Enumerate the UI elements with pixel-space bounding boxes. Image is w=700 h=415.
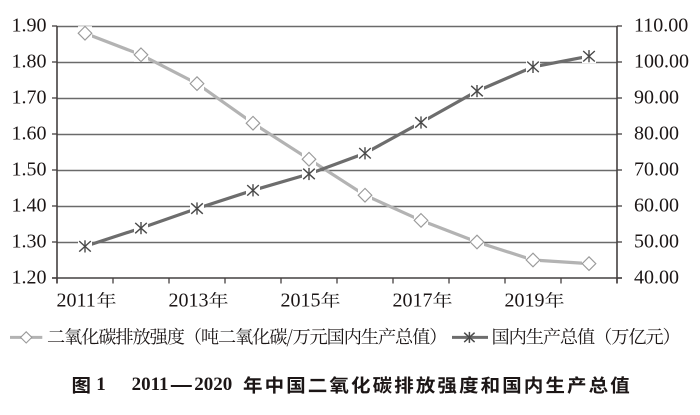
svg-text:110.00: 110.00 [634, 14, 688, 36]
svg-text:1.30: 1.30 [12, 230, 47, 252]
svg-text:2017: 2017 [393, 290, 433, 312]
svg-text:1.70: 1.70 [12, 86, 47, 108]
svg-text:90.00: 90.00 [634, 86, 679, 108]
svg-text:1.40: 1.40 [12, 194, 47, 216]
svg-text:2020: 2020 [194, 374, 232, 395]
svg-text:60.00: 60.00 [634, 194, 679, 216]
svg-text:70.00: 70.00 [634, 158, 679, 180]
svg-text:1.80: 1.80 [12, 50, 47, 72]
svg-text:80.00: 80.00 [634, 122, 679, 144]
svg-text:1.90: 1.90 [12, 14, 47, 36]
svg-text:1.60: 1.60 [12, 122, 47, 144]
svg-text:2013: 2013 [169, 290, 209, 312]
svg-text:2011: 2011 [132, 374, 169, 395]
svg-text:100.00: 100.00 [634, 50, 689, 72]
svg-text:2011: 2011 [57, 290, 96, 312]
svg-text:1: 1 [96, 374, 106, 395]
svg-text:1.50: 1.50 [12, 158, 47, 180]
svg-text:40.00: 40.00 [634, 266, 679, 288]
svg-text:50.00: 50.00 [634, 230, 679, 252]
svg-text:1.20: 1.20 [12, 266, 47, 288]
svg-text:2015: 2015 [281, 290, 321, 312]
svg-text:2019: 2019 [505, 290, 545, 312]
